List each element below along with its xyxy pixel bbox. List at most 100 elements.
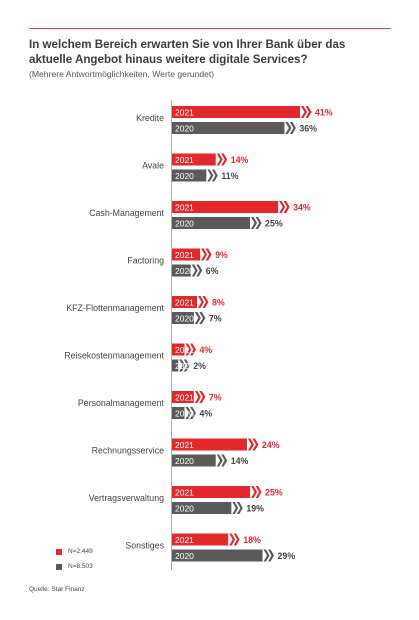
data-label: 7%: [209, 393, 222, 403]
bar-2020: [172, 169, 207, 182]
bar-series-label: 2020: [175, 456, 194, 466]
bar-chevron-2021: [221, 153, 228, 166]
bar-series-label: 2021: [175, 203, 194, 213]
category-label: Factoring: [127, 256, 164, 266]
bar-chevron-2021: [252, 438, 259, 451]
data-label: 36%: [299, 124, 317, 134]
chart-title: In welchem Bereich erwarten Sie von Ihre…: [29, 37, 399, 67]
bar-chevron-2021: [185, 343, 192, 356]
bar-series-label: 2020: [175, 171, 194, 181]
data-label: 25%: [265, 488, 283, 498]
bar-2020: [172, 549, 263, 562]
bar-2021: [172, 106, 300, 118]
bar-2021: [172, 201, 279, 213]
bar-series-label: 2020: [175, 124, 194, 134]
bar-series-label: 2021: [175, 108, 194, 118]
data-label: 19%: [246, 504, 264, 514]
bar-chevron-2021: [202, 296, 209, 308]
bar-chevron-2020: [255, 217, 262, 229]
bar-chevron-2020: [216, 454, 223, 467]
category-label: Reisekostenmanagement: [64, 351, 164, 361]
bar-series-label: 2020: [175, 219, 194, 229]
bar-chevron-2021: [216, 153, 223, 166]
bar-chevron-2021: [189, 343, 196, 356]
bar-2021: [172, 533, 229, 546]
bar-series-label: 2020: [175, 314, 194, 324]
legend-label-2020: N=8.503: [68, 563, 93, 570]
bar-series-label: 2021: [175, 488, 194, 498]
category-label: Kredite: [136, 113, 164, 123]
data-label: 2%: [193, 361, 206, 371]
bar-series-label: 2021: [175, 345, 194, 355]
data-label: 41%: [315, 108, 333, 118]
bar-chevron-2020: [191, 264, 198, 277]
bar-chevron-2021: [279, 201, 286, 213]
data-label: 11%: [221, 171, 238, 181]
bar-chevron-2021: [194, 391, 201, 403]
category-label: Personalmanagement: [78, 398, 165, 408]
bar-series-label: 2020: [175, 551, 194, 561]
legend-label-2021: N=2.449: [68, 548, 93, 555]
bar-2020: [172, 122, 285, 134]
bar-2021: [172, 248, 201, 261]
bar-chevron-2020: [194, 312, 201, 324]
data-label: 4%: [199, 345, 212, 355]
bar-series-label: 2020: [175, 361, 194, 371]
bar-2020: [172, 407, 185, 419]
data-label: 18%: [243, 535, 261, 545]
bar-2020: [172, 312, 194, 324]
bar-2020: [172, 502, 232, 514]
bar-chevron-2021: [229, 533, 236, 546]
bar-chevron-2020: [199, 312, 206, 324]
chart-title-line-1: In welchem Bereich erwarten Sie von Ihre…: [29, 38, 346, 51]
category-label: Avale: [142, 161, 164, 171]
bar-series-label: 2021: [175, 440, 194, 450]
data-label: 6%: [206, 266, 219, 276]
bar-chevron-2020: [232, 502, 239, 514]
data-label: 9%: [215, 250, 228, 260]
bar-chevron-2021: [301, 106, 307, 118]
bar-series-label: 2021: [175, 250, 194, 260]
bar-series-label: 2021: [175, 535, 194, 545]
category-label: Sonstiges: [125, 541, 164, 551]
bar-series-label: 2020: [175, 409, 194, 419]
bar-2021: [172, 343, 185, 356]
bar-series-label: 2020: [175, 504, 194, 514]
bar-series-label: 2021: [175, 155, 194, 165]
title-rule: [29, 28, 391, 29]
bar-chevron-2020: [289, 122, 296, 134]
bar-chevron-2020: [179, 359, 186, 372]
legend-swatch-2020: [56, 563, 62, 570]
bar-2020: [172, 454, 216, 467]
data-label: 14%: [231, 155, 249, 165]
bar-2021: [172, 296, 197, 308]
data-label: 4%: [199, 409, 212, 419]
bar-chevron-2020: [236, 502, 243, 514]
bar-chevron-2021: [205, 248, 212, 261]
bar-chevron-2021: [247, 438, 254, 451]
bar-chevron-2020: [183, 359, 190, 372]
bar-chevron-2020: [189, 407, 196, 419]
bar-chevron-2020: [207, 169, 214, 182]
bar-chevron-2021: [283, 201, 290, 213]
data-label: 25%: [265, 219, 283, 229]
bar-chevron-2021: [233, 533, 240, 546]
source-note: Quelle: Star Finanz: [29, 586, 85, 593]
bar-2021: [172, 486, 251, 498]
bar-2021: [172, 438, 247, 451]
data-label: 8%: [212, 298, 225, 308]
chart-title-line-2: aktuelle Angebot hinaus weitere digitale…: [29, 53, 308, 66]
bar-2020: [172, 264, 191, 277]
bar-series-label: 2021: [175, 298, 194, 308]
bar-chevron-2021: [201, 248, 208, 261]
bar-chevron-2020: [285, 122, 292, 134]
legend-swatch-2021: [56, 548, 62, 555]
bar-chevron-2021: [199, 391, 206, 403]
data-label: 29%: [278, 551, 296, 561]
bar-chevron-2020: [211, 169, 218, 182]
category-label: KFZ-Flottenmanagement: [66, 303, 164, 313]
bar-chevron-2020: [196, 264, 203, 277]
bar-series-label: 2021: [175, 393, 194, 403]
bar-chevron-2020: [263, 549, 270, 562]
